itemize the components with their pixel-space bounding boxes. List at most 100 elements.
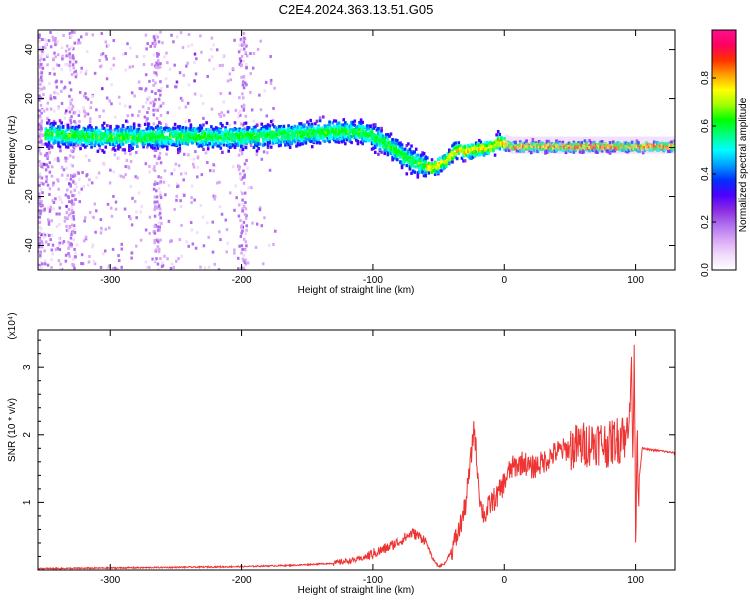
spectrogram-noise-cell — [258, 208, 262, 212]
spectrogram-ridge-cell — [72, 142, 76, 146]
spectrogram-ridge-cell — [277, 132, 281, 136]
spectrogram-ridge-cell — [71, 132, 74, 136]
spectrogram-ridge-cell — [269, 133, 273, 137]
spectrogram-ridge-cell — [172, 143, 175, 147]
spectrogram-ridge-cell — [530, 147, 533, 151]
spectrogram-ridge-cell — [197, 136, 201, 140]
spectrogram-ridge-cell — [561, 145, 565, 150]
spectrogram-halo — [665, 136, 668, 154]
spectrogram-ridge-cell — [408, 166, 412, 170]
spectrogram-ridge-cell — [492, 148, 495, 153]
spectrogram-noise-cell — [59, 267, 62, 270]
spectrogram-ridge-cell — [392, 156, 396, 160]
spectrogram-noise-cell — [181, 46, 185, 50]
spectrogram-noise-cell — [60, 268, 64, 270]
spectrogram-x-tick-label: -200 — [232, 275, 252, 286]
spectrogram-ridge-cell — [109, 129, 112, 133]
spectrogram-ridge-cell — [506, 144, 509, 148]
spectrogram-ridge-cell — [317, 126, 320, 130]
spectrogram-ridge-cell — [210, 132, 213, 137]
spectrogram-noise-cell — [262, 150, 266, 154]
spectrogram-ridge-cell — [243, 138, 246, 143]
spectrogram-ridge-cell — [600, 149, 604, 153]
spectrogram-noise-cell — [244, 51, 247, 55]
spectrogram-ridge-cell — [528, 147, 532, 151]
spectrogram-noise-cell — [93, 202, 97, 206]
spectrogram-ridge-cell — [44, 133, 48, 137]
spectrogram-noise-cell — [153, 214, 157, 218]
spectrogram-ridge-cell — [399, 160, 402, 164]
spectrogram-ridge-cell — [183, 128, 186, 133]
spectrogram-ridge-cell — [608, 151, 612, 155]
spectrogram-noise-cell — [131, 196, 134, 200]
spectrogram-ridge-cell — [293, 124, 297, 129]
spectrogram-noise-cell — [38, 94, 41, 98]
spectrogram-ridge-cell — [394, 147, 398, 151]
spectrogram-ridge-cell — [306, 129, 309, 133]
spectrogram-ridge-cell — [591, 141, 595, 145]
spectrogram-noise-cell — [111, 129, 114, 133]
spectrogram-ridge-cell — [422, 159, 426, 164]
spectrogram-ridge-cell — [93, 132, 97, 136]
spectrogram-noise-cell — [39, 209, 43, 213]
spectrogram-ridge-cell — [503, 144, 506, 148]
spectrogram-ridge-cell — [489, 143, 492, 147]
spectrogram-ridge-cell — [342, 139, 346, 143]
spectrogram-ridge-cell — [113, 136, 117, 140]
spectrogram-ridge-cell — [106, 134, 109, 138]
spectrogram-ridge-cell — [121, 148, 125, 152]
spectrogram-ridge-cell — [293, 128, 297, 132]
spectrogram-ridge-cell — [356, 125, 360, 129]
spectrogram-noise-cell — [40, 71, 43, 75]
spectrogram-ridge-cell — [410, 164, 413, 168]
spectrogram-noise-cell — [157, 52, 160, 56]
spectrogram-noise-cell — [166, 257, 169, 261]
spectrogram-noise-cell — [124, 173, 127, 177]
spectrogram-x-axis-label: Height of straight line (km) — [298, 285, 415, 296]
spectrogram-noise-cell — [38, 238, 41, 242]
spectrogram-ridge-cell — [673, 145, 675, 149]
spectrogram-ridge-cell — [175, 140, 178, 145]
spectrogram-ridge-cell — [142, 137, 145, 141]
spectrogram-ridge-cell — [82, 135, 85, 140]
spectrogram-noise-cell — [67, 246, 70, 250]
spectrogram-noise-cell — [38, 183, 41, 187]
spectrogram-ridge-cell — [618, 141, 621, 145]
spectrogram-noise-cell — [68, 81, 72, 85]
spectrogram-halo — [545, 136, 548, 154]
spectrogram-noise-cell — [241, 43, 245, 47]
spectrogram-noise-cell — [113, 266, 117, 270]
spectrogram-ridge-cell — [482, 153, 486, 157]
spectrogram-ridge-cell — [156, 127, 160, 131]
spectrogram-ridge-cell — [202, 123, 205, 127]
spectrogram-ridge-cell — [577, 145, 580, 149]
spectrogram-noise-cell — [155, 237, 158, 241]
spectrogram-ridge-cell — [635, 145, 639, 149]
spectrogram-noise-cell — [135, 55, 139, 59]
spectrogram-noise-cell — [159, 194, 162, 198]
spectrogram-noise-cell — [129, 46, 132, 50]
spectrogram-ridge-cell — [668, 149, 672, 153]
spectrogram-ridge-cell — [276, 128, 279, 132]
spectrogram-ridge-cell — [471, 155, 475, 159]
spectrogram-noise-cell — [38, 122, 41, 126]
spectrogram-noise-cell — [218, 64, 222, 68]
spectrogram-noise-cell — [40, 73, 43, 77]
colorbar-tick-label: 0.0 — [700, 263, 711, 277]
spectrogram-ridge-cell — [148, 133, 152, 138]
spectrogram-ridge-cell — [50, 126, 54, 131]
spectrogram-ridge-cell — [321, 137, 325, 141]
spectrogram-noise-cell — [126, 42, 129, 46]
spectrogram-noise-cell — [239, 234, 243, 238]
spectrogram-ridge-cell — [115, 124, 119, 129]
spectrogram-ridge-cell — [175, 138, 178, 142]
spectrogram-ridge-cell — [629, 147, 632, 151]
spectrogram-ridge-cell — [574, 142, 577, 146]
spectrogram-ridge-cell — [400, 149, 404, 153]
spectrogram-ridge-cell — [63, 133, 67, 137]
spectrogram-noise-cell — [237, 267, 240, 270]
spectrogram-noise-cell — [91, 33, 94, 37]
spectrogram-ridge-cell — [46, 129, 49, 133]
spectrogram-noise-cell — [233, 248, 236, 252]
